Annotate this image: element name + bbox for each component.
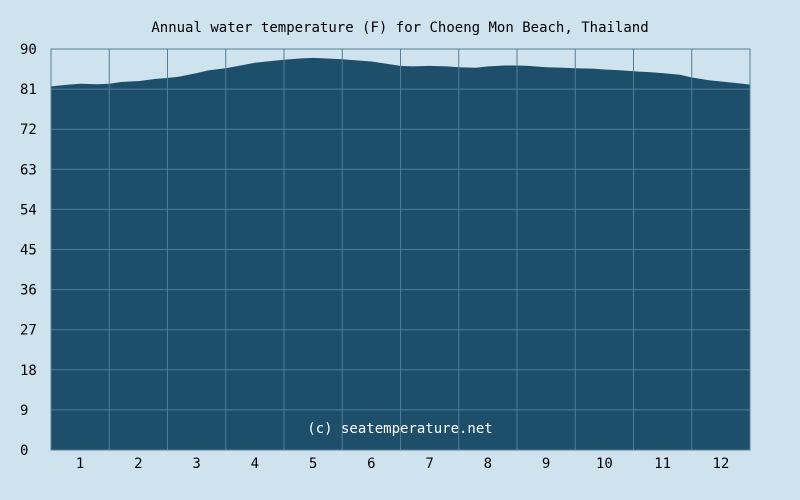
y-tick-label: 90 [20,42,37,58]
y-tick-label: 9 [20,403,28,419]
x-tick-label: 10 [596,456,613,472]
x-tick-label: 7 [425,456,433,472]
y-tick-label: 45 [20,243,37,259]
x-tick-label: 5 [309,456,317,472]
y-tick-label: 0 [20,443,28,459]
y-tick-label: 27 [20,323,37,339]
x-tick-label: 1 [76,456,84,472]
x-tick-label: 3 [192,456,200,472]
y-tick-label: 81 [20,82,37,98]
y-tick-label: 63 [20,162,37,178]
y-tick-label: 54 [20,202,37,218]
y-tick-label: 72 [20,122,37,138]
x-tick-label: 12 [712,456,729,472]
y-tick-label: 36 [20,283,37,299]
x-tick-label: 9 [542,456,550,472]
x-tick-label: 4 [251,456,259,472]
plot-frame [50,48,751,451]
x-tick-label: 11 [654,456,671,472]
x-tick-label: 6 [367,456,375,472]
watermark-text: (c) seatemperature.net [307,421,492,437]
x-tick-label: 8 [484,456,492,472]
y-tick-label: 18 [20,363,37,379]
chart-title: Annual water temperature (F) for Choeng … [151,20,648,36]
x-tick-label: 2 [134,456,142,472]
